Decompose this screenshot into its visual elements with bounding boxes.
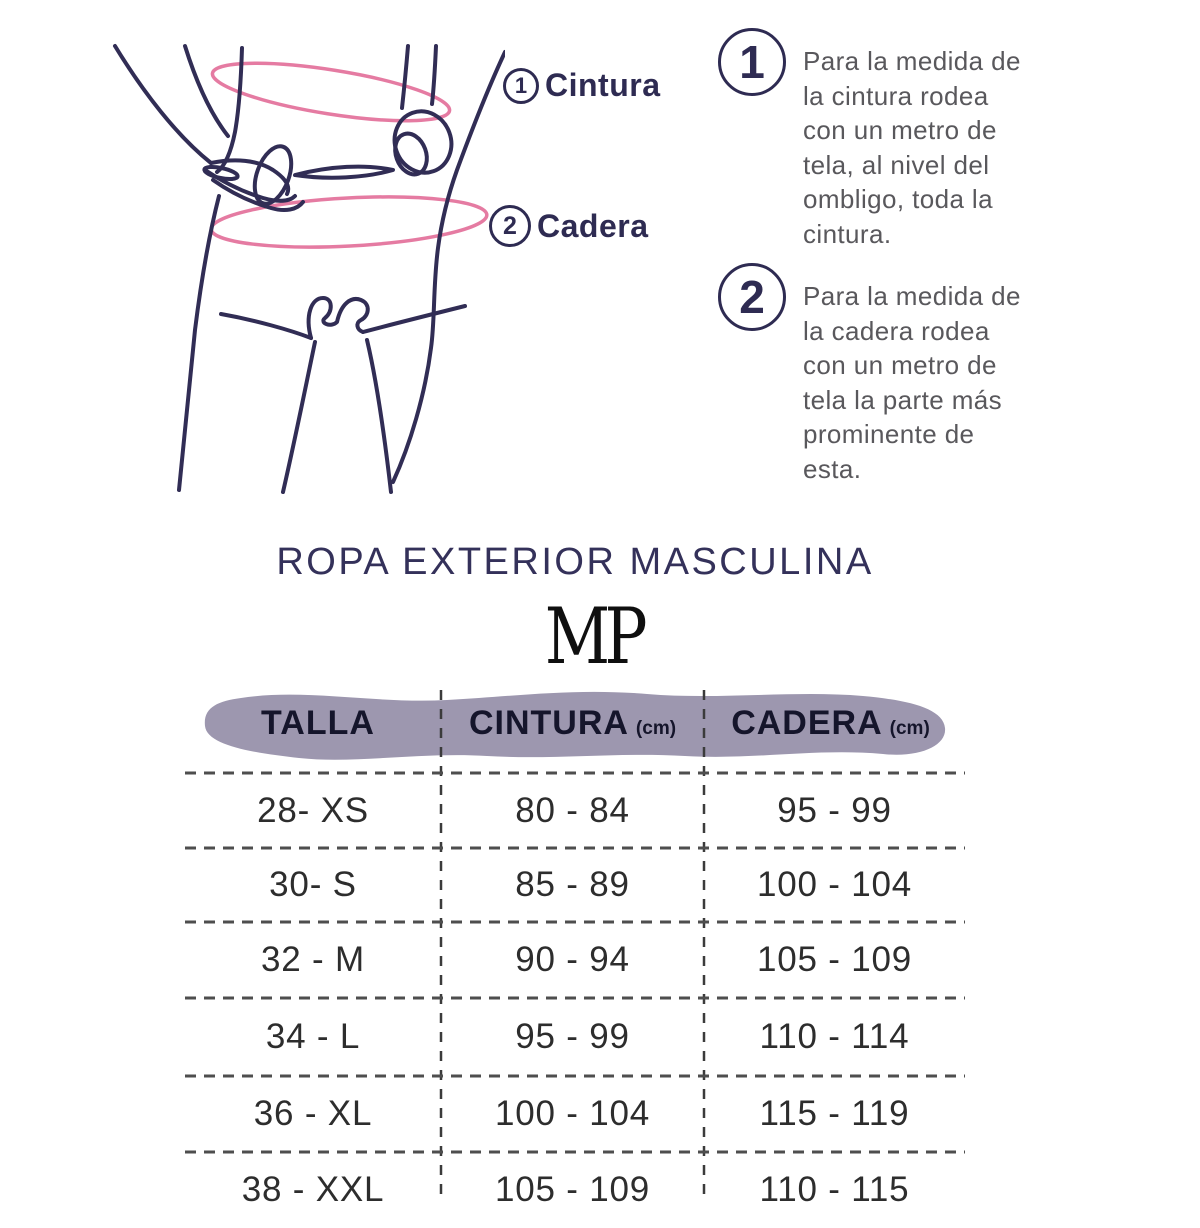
step-1-line: ombligo, toda la: [803, 184, 993, 214]
cell-cintura: 80 - 84: [515, 790, 630, 830]
column-header-cadera: CADERA (cm): [704, 704, 957, 743]
step-2-line: la cadera rodea: [803, 315, 990, 346]
column-header-label: CINTURA: [468, 704, 629, 742]
section-title: ROPA EXTERIOR MASCULINA: [276, 541, 874, 583]
waist-measure-ellipse: [210, 61, 452, 123]
column-header-cintura: CINTURA (cm): [441, 704, 704, 743]
step-2-line: esta.: [803, 453, 862, 484]
cell-cadera: 110 - 114: [759, 1017, 910, 1056]
cell-cintura: 95 - 99: [515, 1017, 630, 1056]
table-row: 28- XS 80 - 84 95 - 99: [185, 773, 965, 848]
waist-label-text: Cintura: [545, 67, 661, 103]
cell-talla: 28- XS: [257, 790, 369, 830]
table-row: 36 - XL 100 - 104 115 - 119: [185, 1076, 965, 1152]
step-2-line: tela la parte más: [803, 384, 1003, 415]
cell-cintura: 90 - 94: [515, 940, 630, 979]
table-dashed-grid: [185, 690, 965, 1200]
column-header-unit: (cm): [889, 718, 930, 739]
body-outline: [113, 44, 507, 494]
cell-cadera: 100 - 104: [756, 865, 913, 904]
cell-talla: 30- S: [269, 865, 357, 904]
step-1-line: con un metro de: [803, 115, 997, 145]
step-1-line: tela, al nivel del: [803, 149, 990, 180]
waist-label: 1 Cintura: [503, 67, 661, 104]
cell-cadera: 115 - 119: [759, 1094, 910, 1133]
body-line-art: [113, 44, 507, 494]
waist-number-circle: 1: [503, 67, 539, 104]
cell-cadera: 95 - 99: [777, 790, 892, 830]
cell-talla: 36 - XL: [253, 1094, 373, 1133]
cell-cadera: 105 - 109: [756, 940, 913, 979]
table-row: 30- S 85 - 89 100 - 104: [185, 848, 965, 922]
cell-cintura: 105 - 109: [494, 1170, 651, 1209]
cell-cintura: 100 - 104: [494, 1094, 651, 1133]
cell-talla: 38 - XXL: [241, 1170, 385, 1209]
step-1-line: cintura.: [803, 218, 892, 249]
table-row: 32 - M 90 - 94 105 - 109: [185, 922, 965, 998]
cell-talla: 32 - M: [261, 940, 365, 979]
step-2-line: prominente de: [803, 419, 975, 449]
body-measurement-illustration: [85, 20, 507, 500]
step-1-number-circle: 1: [718, 28, 786, 96]
step-1-text: Para la medida de la cintura rodea con u…: [803, 44, 1103, 251]
column-header-label: TALLA: [261, 704, 375, 742]
column-header-label: CADERA: [731, 704, 883, 742]
step-1-line: Para la medida de: [803, 46, 1021, 76]
step-2-text: Para la medida de la cadera rodea con un…: [803, 279, 1103, 486]
cell-cadera: 110 - 115: [759, 1170, 910, 1209]
step-2-line: con un metro de: [803, 350, 997, 380]
column-header-unit: (cm): [635, 718, 677, 739]
step-1-line: la cintura rodea: [803, 80, 989, 111]
hip-number-circle: 2: [489, 205, 531, 247]
hip-label: 2 Cadera: [489, 205, 649, 247]
step-2-number-circle: 2: [718, 263, 786, 331]
hip-label-text: Cadera: [537, 207, 649, 244]
brand-logo-text: MP: [544, 592, 648, 682]
measure-tape-ellipses: [209, 61, 489, 249]
cell-talla: 34 - L: [265, 1017, 361, 1056]
column-header-talla: TALLA: [195, 704, 441, 743]
brand-logo: MP: [195, 592, 955, 682]
table-header-banner: [204, 691, 946, 760]
cell-cintura: 85 - 89: [515, 865, 630, 904]
table-row: 34 - L 95 - 99 110 - 114: [185, 998, 965, 1076]
step-2-line: Para la medida de: [803, 281, 1021, 311]
table-row: 38 - XXL 105 - 109 110 - 115: [185, 1152, 965, 1228]
